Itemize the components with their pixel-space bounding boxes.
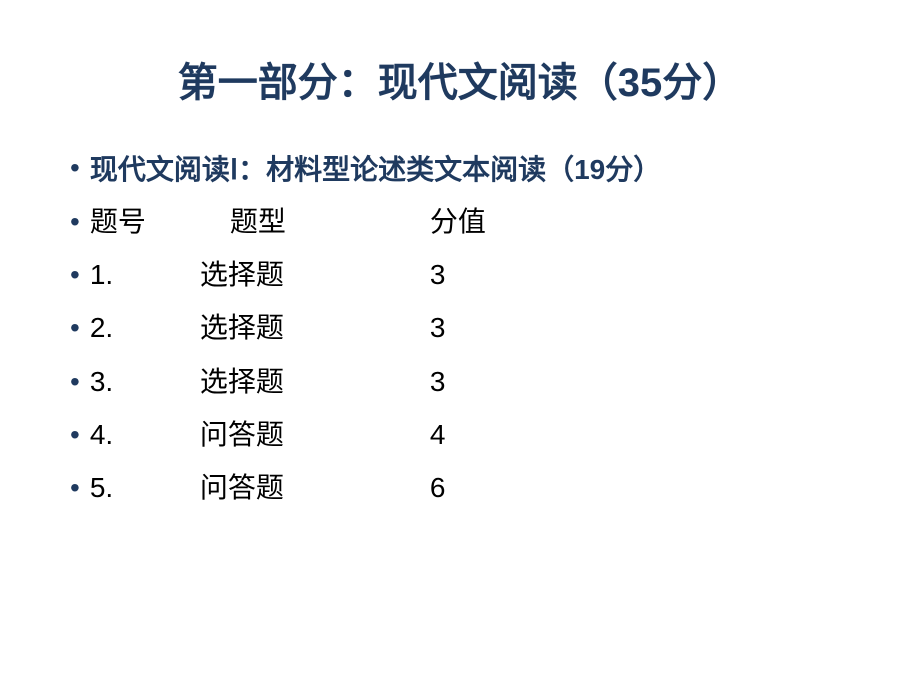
bullet-icon: • [70, 415, 80, 454]
row-type: 选择题 [200, 362, 430, 401]
bullet-icon: • [70, 202, 80, 241]
header-num: 题号 [90, 202, 230, 241]
header-score: 分值 [430, 202, 510, 241]
row-num: 2. [90, 308, 200, 347]
row-score: 4 [430, 415, 510, 454]
row-num: 1. [90, 255, 200, 294]
bullet-icon: • [70, 148, 80, 187]
row-num: 3. [90, 362, 200, 401]
bullet-icon: • [70, 255, 80, 294]
content-list: • 现代文阅读Ⅰ：材料型论述类文本阅读（19分） • 题号 题型 分值 [70, 148, 850, 241]
rows-list: •1.选择题3•2.选择题3•3.选择题3•4.问答题4•5.问答题6 [70, 255, 850, 507]
row-type: 问答题 [200, 468, 430, 507]
subtitle-text: 现代文阅读Ⅰ：材料型论述类文本阅读（19分） [90, 148, 661, 188]
row-score: 3 [430, 308, 510, 347]
header-type: 题型 [230, 202, 430, 241]
row-type: 问答题 [200, 415, 430, 454]
subtitle-item: • 现代文阅读Ⅰ：材料型论述类文本阅读（19分） [70, 148, 850, 188]
bullet-icon: • [70, 362, 80, 401]
row-score: 6 [430, 468, 510, 507]
row-num: 4. [90, 415, 200, 454]
table-row: • 2.选择题3 [70, 308, 850, 347]
row-score: 3 [430, 362, 510, 401]
table-row: • 1.选择题3 [70, 255, 850, 294]
table-row: • 5.问答题6 [70, 468, 850, 507]
row-num: 5. [90, 468, 200, 507]
bullet-icon: • [70, 468, 80, 507]
row-score: 3 [430, 255, 510, 294]
row-type: 选择题 [200, 308, 430, 347]
bullet-icon: • [70, 308, 80, 347]
row-type: 选择题 [200, 255, 430, 294]
table-header: • 题号 题型 分值 [70, 202, 850, 241]
page-title: 第一部分：现代文阅读（35分） [70, 50, 850, 108]
table-row: • 4.问答题4 [70, 415, 850, 454]
table-row: • 3.选择题3 [70, 362, 850, 401]
